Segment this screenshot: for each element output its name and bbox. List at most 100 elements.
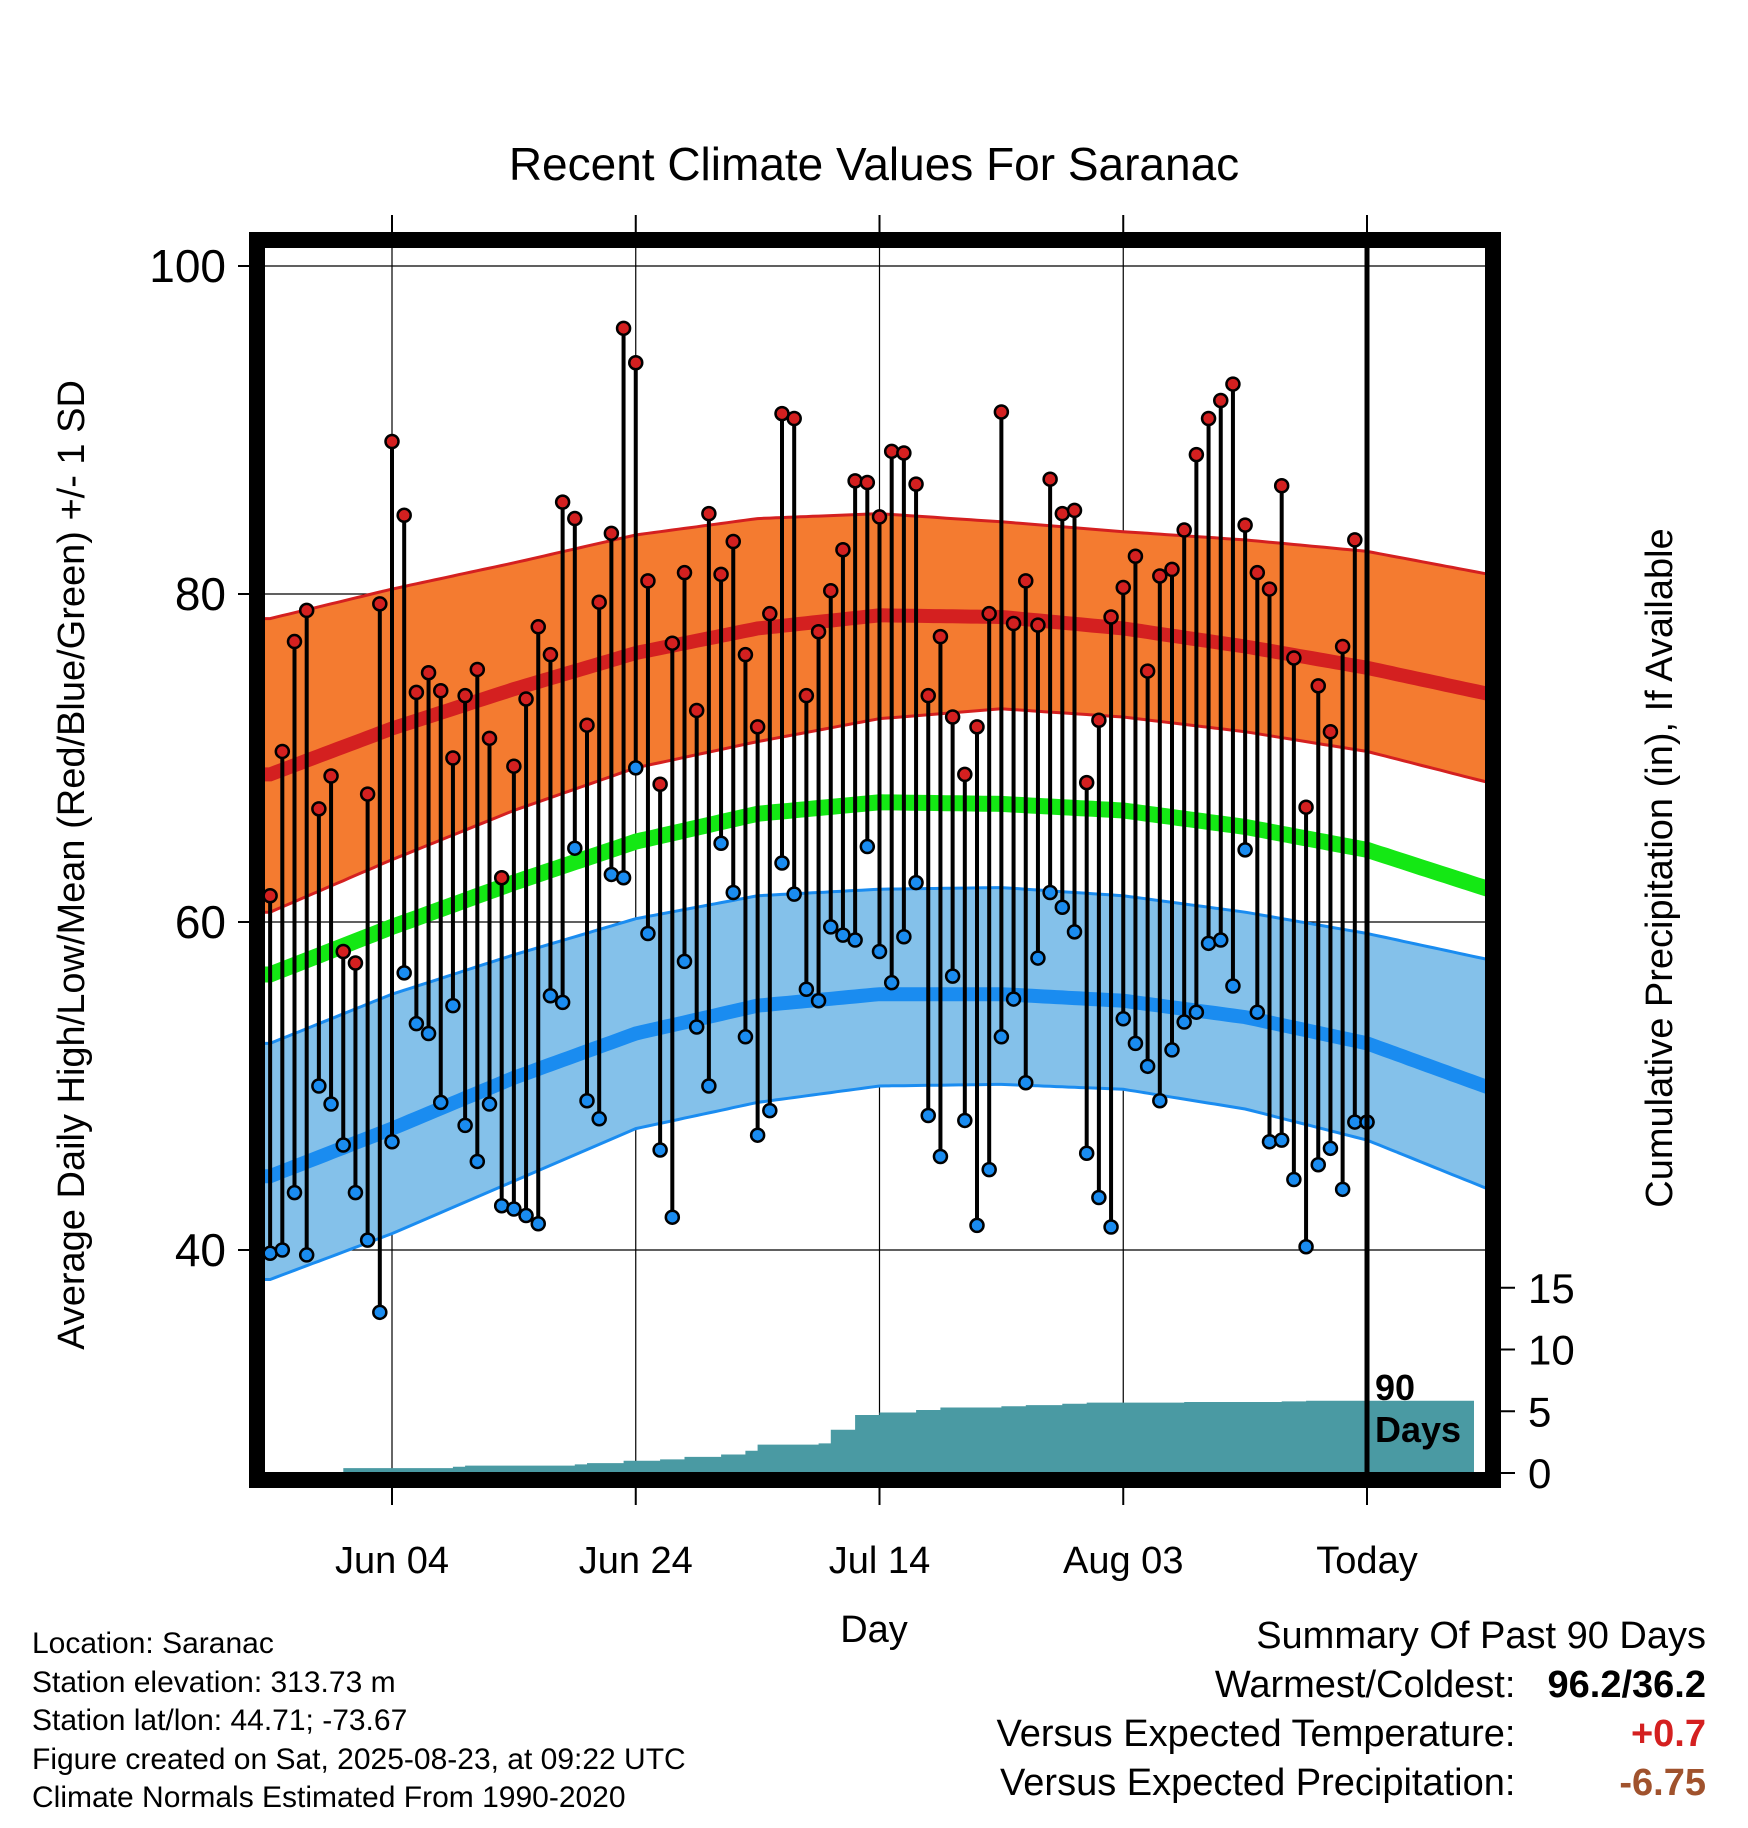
daily-high-point — [1005, 615, 1022, 632]
created-text: Figure created on Sat, 2025-08-23, at 09… — [32, 1742, 686, 1776]
daily-low-point — [554, 994, 571, 1011]
summary-precip-row: Versus Expected Precipitation: -6.75 — [997, 1759, 1706, 1808]
daily-high-point — [1078, 774, 1095, 791]
daily-high-point — [676, 564, 693, 581]
daily-high-point — [262, 888, 278, 904]
daily-low-point — [688, 1019, 705, 1035]
daily-high-point — [518, 691, 534, 707]
latlon-text: Station lat/lon: 44.71; -73.67 — [32, 1704, 408, 1737]
daily-low-point — [1334, 1181, 1351, 1198]
y2-tick-label: 15 — [1528, 1265, 1575, 1312]
daily-low-point — [847, 932, 863, 948]
daily-low-point — [1176, 1014, 1192, 1030]
daily-low-point — [652, 1142, 668, 1158]
daily-low-point — [1237, 842, 1253, 858]
daily-high-point — [1103, 609, 1119, 625]
daily-high-point — [1286, 650, 1302, 666]
daily-high-point — [823, 582, 839, 599]
daily-high-point — [603, 525, 620, 542]
daily-high-point — [1042, 471, 1058, 487]
daily-high-point — [762, 605, 778, 622]
precipitation-area — [251, 1400, 1474, 1473]
daily-low-point — [1273, 1132, 1290, 1148]
warmest-value: 96.2/36.2 — [1547, 1664, 1706, 1706]
daily-low-point — [1286, 1171, 1302, 1188]
x-tick-label: Jul 14 — [829, 1540, 930, 1582]
daily-high-point — [1261, 581, 1278, 597]
daily-low-point — [420, 1025, 437, 1042]
daily-high-point — [420, 664, 437, 681]
daily-high-point — [1347, 532, 1363, 548]
elevation-text: Station elevation: 313.73 m — [32, 1665, 396, 1699]
daily-low-point — [1030, 950, 1046, 966]
daily-low-point — [1005, 991, 1022, 1007]
daily-high-point — [981, 605, 997, 622]
daily-high-point — [1091, 712, 1107, 729]
daily-high-point — [1152, 568, 1168, 584]
daily-low-point — [1018, 1074, 1034, 1091]
y2-tick-label: 5 — [1528, 1388, 1551, 1435]
daily-low-point — [664, 1209, 681, 1225]
daily-low-point — [615, 869, 632, 886]
daily-low-point — [323, 1096, 339, 1112]
daily-low-point — [1054, 899, 1071, 915]
daily-low-point — [628, 760, 644, 776]
daily-high-point — [1115, 579, 1131, 596]
daily-high-point — [1139, 663, 1156, 679]
daily-low-point — [457, 1117, 473, 1134]
daily-high-point — [896, 445, 912, 461]
daily-high-point — [359, 786, 376, 802]
daily-low-point — [1152, 1093, 1168, 1109]
daily-low-point — [969, 1217, 985, 1234]
daily-low-point — [518, 1207, 534, 1224]
daily-high-point — [871, 509, 888, 525]
daily-low-point — [944, 968, 961, 984]
daily-high-point — [883, 443, 900, 460]
daily-low-point — [981, 1161, 997, 1178]
location-text: Location: Saranac — [32, 1627, 274, 1660]
daily-high-point — [859, 474, 876, 491]
daily-low-point — [1249, 1004, 1266, 1020]
temp-label: Versus Expected Temperature: — [996, 1713, 1516, 1755]
daily-high-point — [908, 476, 924, 492]
daily-low-point — [567, 840, 583, 856]
daily-low-point — [298, 1247, 315, 1263]
daily-low-point — [408, 1015, 425, 1032]
daily-low-point — [1139, 1058, 1156, 1075]
daily-high-point — [469, 661, 486, 678]
daily-high-point — [372, 596, 388, 612]
daily-low-point — [445, 997, 461, 1014]
daily-high-point — [323, 768, 339, 784]
y-tick-label: 60 — [175, 896, 226, 948]
daily-markers — [262, 320, 1375, 1321]
x-tick-label: Today — [1316, 1540, 1417, 1582]
daily-high-point — [579, 717, 595, 733]
x-tick-label: Jun 24 — [579, 1540, 693, 1582]
daily-low-point — [1164, 1042, 1180, 1058]
temp-value: +0.7 — [1630, 1713, 1706, 1755]
daily-low-point — [1188, 1004, 1205, 1020]
daily-high-point — [542, 646, 559, 663]
daily-high-point — [1066, 502, 1083, 519]
daily-high-point — [298, 602, 315, 619]
y2-axis-label: Cumulative Precipitation (in), If Availa… — [1639, 528, 1681, 1207]
daily-high-point — [835, 541, 851, 558]
daily-low-point — [372, 1304, 388, 1321]
marker-label-text: 90 — [1375, 1367, 1415, 1408]
daily-low-point — [1213, 932, 1229, 948]
chart-title: Recent Climate Values For Saranac — [509, 138, 1239, 190]
daily-high-point — [335, 943, 351, 960]
daily-low-point — [396, 965, 412, 981]
daily-high-point — [944, 709, 961, 725]
y-tick-label: 100 — [149, 240, 226, 292]
daily-low-point — [859, 838, 876, 855]
daily-low-point — [469, 1153, 486, 1170]
daily-high-point — [1225, 376, 1241, 392]
station-info: Location: Saranac Station elevation: 313… — [32, 1625, 686, 1818]
daily-low-point — [1042, 884, 1058, 901]
daily-low-point — [1078, 1145, 1095, 1161]
daily-high-point — [701, 505, 717, 522]
daily-low-point — [1127, 1035, 1144, 1052]
daily-low-point — [335, 1137, 351, 1153]
